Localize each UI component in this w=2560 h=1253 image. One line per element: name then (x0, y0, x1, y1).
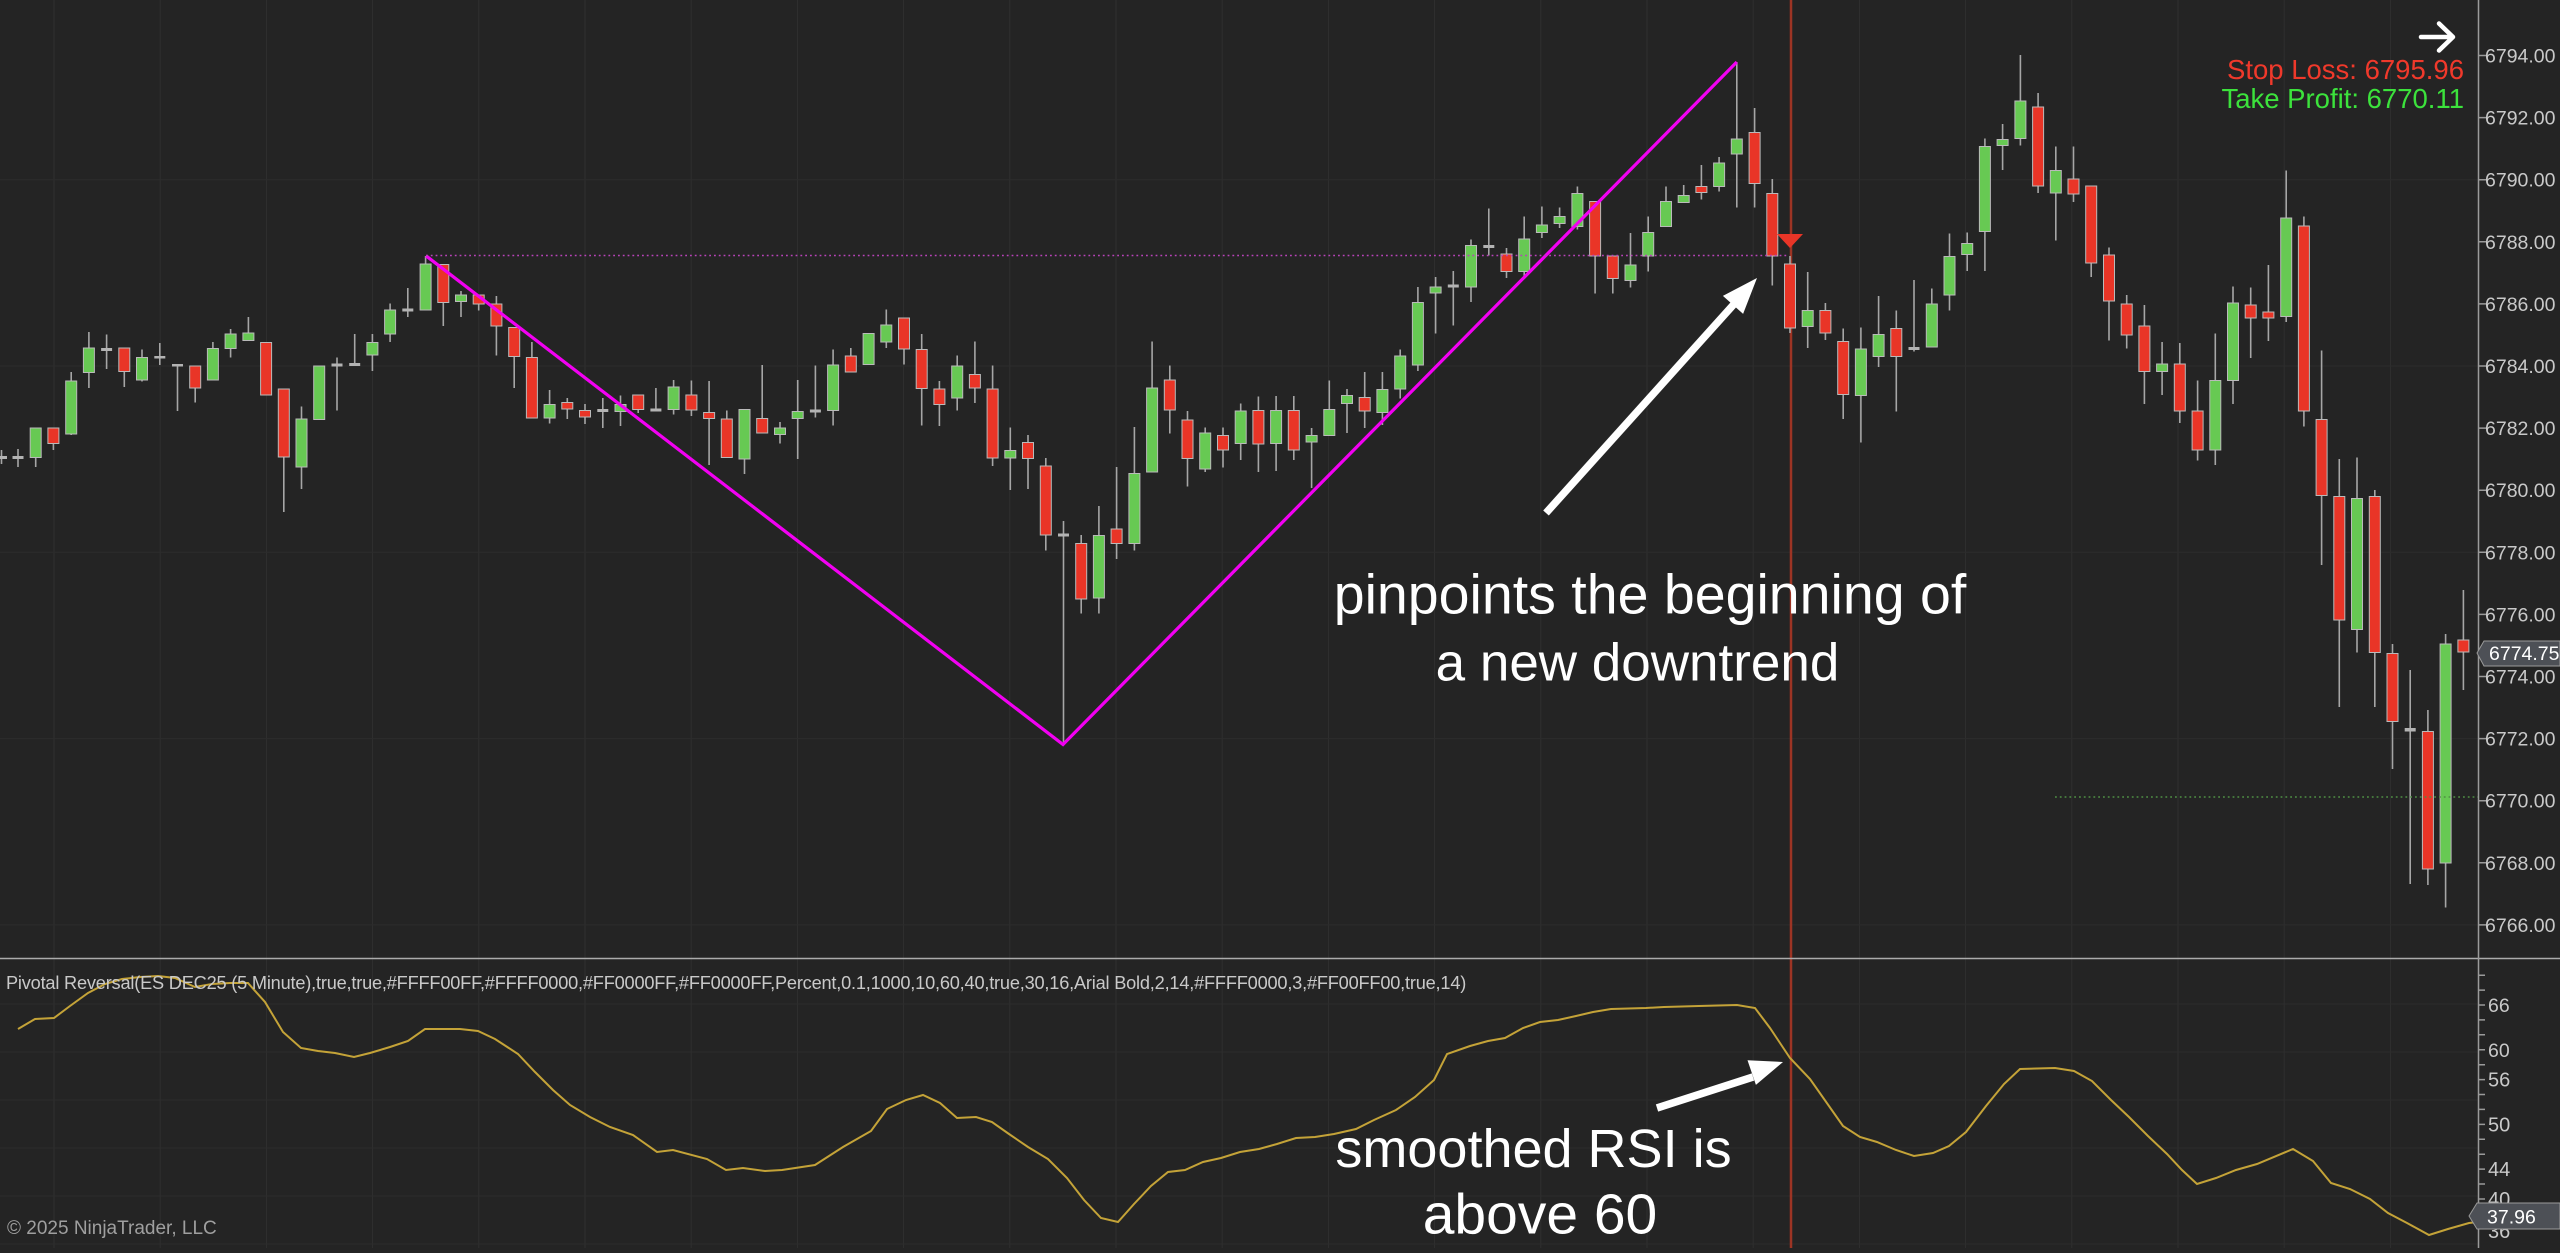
svg-text:6790.00: 6790.00 (2485, 170, 2556, 192)
svg-text:6774.75: 6774.75 (2489, 643, 2560, 665)
svg-text:60: 60 (2488, 1040, 2510, 1062)
svg-text:44: 44 (2488, 1159, 2510, 1181)
svg-text:6794.00: 6794.00 (2485, 46, 2556, 68)
svg-text:6782.00: 6782.00 (2485, 418, 2556, 440)
svg-text:© 2025 NinjaTrader, LLC: © 2025 NinjaTrader, LLC (7, 1218, 217, 1239)
svg-text:Pivotal Reversal(ES DEC25 (5 M: Pivotal Reversal(ES DEC25 (5 Minute),tru… (6, 973, 1466, 993)
svg-text:6766.00: 6766.00 (2485, 915, 2556, 937)
svg-text:Take Profit: 6770.11: Take Profit: 6770.11 (2221, 83, 2464, 114)
svg-text:a new downtrend: a new downtrend (1436, 633, 1840, 692)
svg-text:smoothed RSI is: smoothed RSI is (1335, 1119, 1731, 1179)
svg-text:37.96: 37.96 (2487, 1207, 2536, 1229)
svg-text:6786.00: 6786.00 (2485, 294, 2556, 316)
svg-text:6776.00: 6776.00 (2485, 604, 2556, 626)
svg-text:56: 56 (2488, 1070, 2510, 1092)
svg-text:6772.00: 6772.00 (2485, 729, 2556, 751)
svg-text:pinpoints the beginning of: pinpoints the beginning of (1334, 564, 1967, 626)
svg-text:6788.00: 6788.00 (2485, 232, 2556, 254)
svg-text:6784.00: 6784.00 (2485, 356, 2556, 378)
svg-text:6778.00: 6778.00 (2485, 542, 2556, 564)
svg-text:6792.00: 6792.00 (2485, 108, 2556, 130)
svg-text:50: 50 (2488, 1114, 2510, 1136)
svg-text:66: 66 (2488, 995, 2510, 1017)
svg-text:above 60: above 60 (1423, 1182, 1658, 1246)
svg-text:6780.00: 6780.00 (2485, 480, 2556, 502)
svg-text:6770.00: 6770.00 (2485, 791, 2556, 813)
svg-text:6768.00: 6768.00 (2485, 853, 2556, 875)
svg-text:6774.00: 6774.00 (2485, 667, 2556, 689)
svg-text:Stop Loss: 6795.96: Stop Loss: 6795.96 (2227, 54, 2464, 85)
